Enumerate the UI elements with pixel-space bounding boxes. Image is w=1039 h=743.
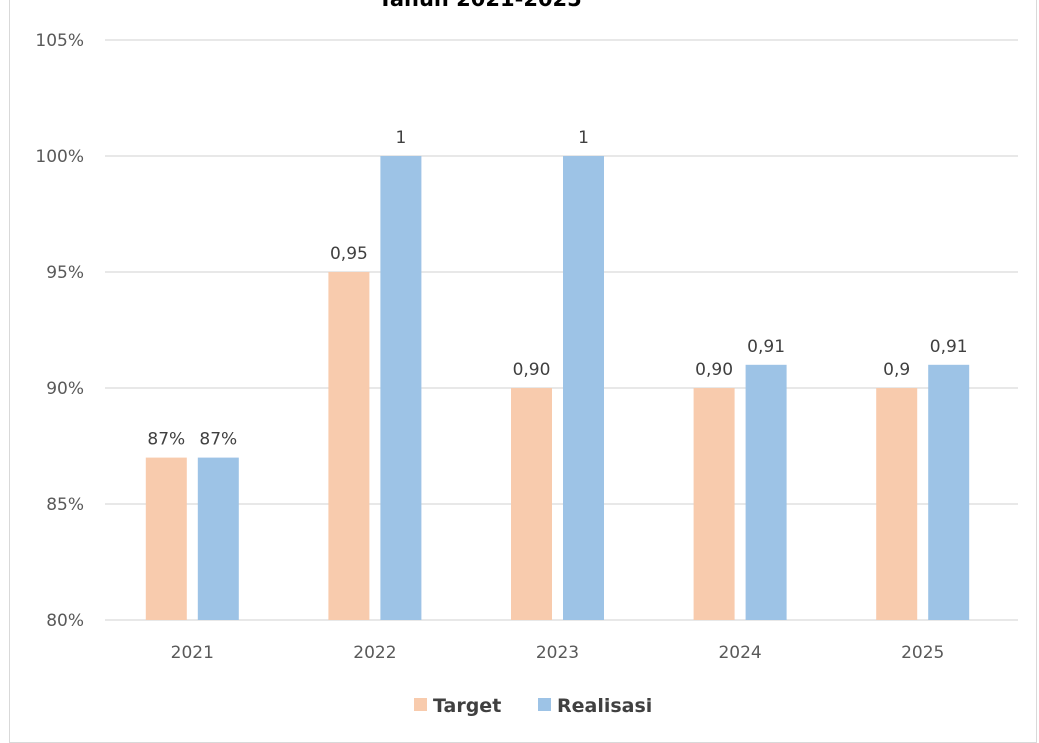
data-label: 0,90 <box>695 360 733 380</box>
x-axis-ticks: 2021 2022 2023 2024 2025 <box>171 643 945 663</box>
bar-target-2021 <box>145 457 187 620</box>
y-axis-ticks: 80% 85% 90% 95% 100% 105% <box>35 31 84 631</box>
bar-realisasi-2025 <box>928 364 970 620</box>
legend: Target Realisasi <box>414 695 652 717</box>
y-tick-label: 80% <box>46 611 84 631</box>
y-tick-label: 95% <box>46 263 84 283</box>
y-tick-label: 100% <box>35 147 84 167</box>
data-labels: 87% 87% 0,95 1 0,90 1 0,90 0,91 0,9 0,91 <box>147 128 967 450</box>
x-tick-label: 2023 <box>536 643 579 663</box>
data-label: 87% <box>199 430 237 450</box>
bar-realisasi-2024 <box>745 364 787 620</box>
bar-realisasi-2022 <box>380 156 422 620</box>
chart-title: Tahun 2021-2025 <box>378 0 582 11</box>
x-tick-label: 2025 <box>901 643 944 663</box>
x-tick-label: 2022 <box>353 643 396 663</box>
bar-realisasi-2021 <box>197 457 239 620</box>
data-label: 1 <box>578 128 589 148</box>
bar-target-2023 <box>511 388 552 620</box>
legend-swatch-realisasi <box>538 698 551 711</box>
bar-target-2024 <box>693 388 735 620</box>
data-label: 0,95 <box>330 244 368 264</box>
legend-label-target: Target <box>433 695 501 717</box>
data-label: 0,91 <box>930 337 968 357</box>
data-label: 0,9 <box>883 360 910 380</box>
data-label: 1 <box>395 128 406 148</box>
data-label: 0,91 <box>747 337 785 357</box>
bars <box>145 156 970 620</box>
data-label: 0,90 <box>513 360 551 380</box>
y-tick-label: 105% <box>35 31 84 51</box>
bar-target-2022 <box>328 272 370 620</box>
legend-label-realisasi: Realisasi <box>557 695 652 717</box>
data-label: 87% <box>147 430 185 450</box>
bar-realisasi-2023 <box>563 156 604 620</box>
x-tick-label: 2024 <box>718 643 761 663</box>
bar-target-2025 <box>876 388 918 620</box>
y-tick-label: 90% <box>46 379 84 399</box>
y-tick-label: 85% <box>46 495 84 515</box>
legend-swatch-target <box>414 698 427 711</box>
x-tick-label: 2021 <box>171 643 214 663</box>
gridlines <box>105 39 1018 621</box>
